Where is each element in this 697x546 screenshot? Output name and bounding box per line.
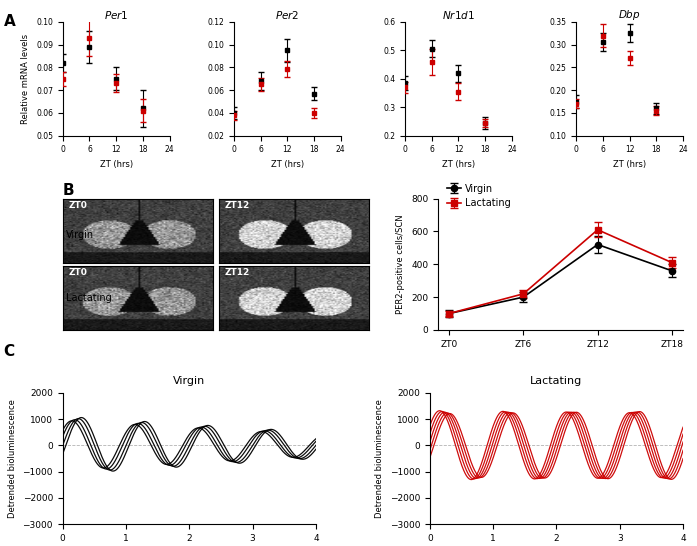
Text: Lactating: Lactating <box>66 293 112 302</box>
Text: ZT12: ZT12 <box>225 201 250 210</box>
Y-axis label: Relative mRNA levels: Relative mRNA levels <box>22 34 31 124</box>
X-axis label: ZT (hrs): ZT (hrs) <box>442 160 475 169</box>
Text: ZT12: ZT12 <box>225 268 250 277</box>
Text: ZT0: ZT0 <box>69 268 88 277</box>
Legend: Virgin, Lactating: Virgin, Lactating <box>443 180 515 212</box>
Title: $\it{Per1}$: $\it{Per1}$ <box>104 9 128 21</box>
X-axis label: ZT (hrs): ZT (hrs) <box>613 160 646 169</box>
Title: $\it{Nr1d1}$: $\it{Nr1d1}$ <box>442 9 475 21</box>
Title: Lactating: Lactating <box>530 376 583 387</box>
Text: ZT0: ZT0 <box>69 201 88 210</box>
Text: C: C <box>3 344 15 359</box>
X-axis label: ZT (hrs): ZT (hrs) <box>270 160 304 169</box>
X-axis label: ZT (hrs): ZT (hrs) <box>100 160 132 169</box>
Y-axis label: Detrended bioluminescence: Detrended bioluminescence <box>375 399 384 518</box>
Title: Virgin: Virgin <box>173 376 206 387</box>
Text: B: B <box>63 183 75 198</box>
Y-axis label: PER2-positive cells/SCN: PER2-positive cells/SCN <box>397 215 406 314</box>
Title: $\it{Dbp}$: $\it{Dbp}$ <box>618 8 641 22</box>
Y-axis label: Detrended bioluminescence: Detrended bioluminescence <box>8 399 17 518</box>
Text: A: A <box>3 14 15 28</box>
Text: Virgin: Virgin <box>66 230 94 240</box>
Title: $\it{Per2}$: $\it{Per2}$ <box>275 9 300 21</box>
